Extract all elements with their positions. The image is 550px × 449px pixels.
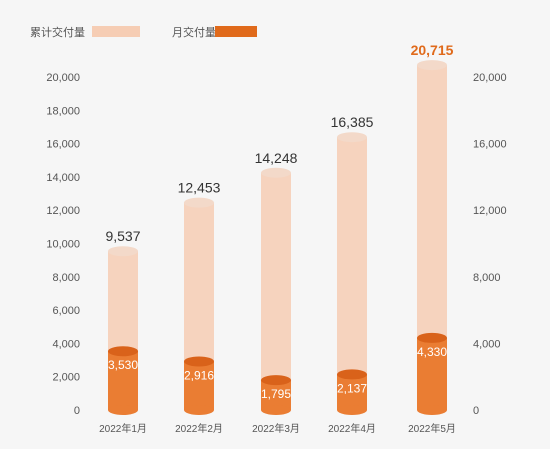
x-tick-label: 2022年4月 <box>328 422 376 435</box>
left-axis: 0 2,000 4,000 6,000 8,000 10,000 12,000 14,000 1… <box>46 72 80 417</box>
bars: 9,537 3,530 12,453 2,916 14,248 1,795 16,385 2,… <box>105 42 454 415</box>
y-tick-label: 6,000 <box>52 305 80 317</box>
cumulative-bar-top <box>184 197 214 208</box>
cumulative-bar-top <box>261 167 291 178</box>
legend: 累计交付量 月交付量 <box>30 25 257 39</box>
monthly-data-label: 4,330 <box>417 345 447 359</box>
legend-cumulative-swatch <box>92 26 140 37</box>
cumulative-data-label: 9,537 <box>105 228 140 244</box>
monthly-data-label: 1,795 <box>261 387 291 401</box>
monthly-bar <box>108 351 138 410</box>
x-axis: 2022年1月 2022年2月 2022年3月 2022年4月 2022年5月 <box>99 422 456 435</box>
cumulative-data-label: 16,385 <box>331 114 374 130</box>
monthly-data-label: 2,137 <box>337 381 367 395</box>
x-tick-label: 2022年2月 <box>175 422 223 435</box>
right-y-tick-label: 0 <box>473 405 479 417</box>
y-tick-label: 18,000 <box>46 105 80 117</box>
monthly-data-label: 2,916 <box>184 368 214 382</box>
monthly-bar-top <box>108 346 138 357</box>
cumulative-bar <box>261 172 291 410</box>
cumulative-bar-top <box>417 60 447 71</box>
monthly-bar-base <box>184 405 214 415</box>
right-axis: 0 4,000 8,000 12,000 16,000 20,000 <box>473 72 507 417</box>
y-tick-label: 0 <box>74 405 80 417</box>
y-tick-label: 14,000 <box>46 172 80 184</box>
cumulative-bar-top <box>337 132 367 143</box>
cumulative-data-label: 12,453 <box>178 180 221 196</box>
right-y-tick-label: 12,000 <box>473 205 507 217</box>
legend-cumulative-label: 累计交付量 <box>30 25 85 39</box>
y-tick-label: 16,000 <box>46 139 80 151</box>
legend-monthly-label: 月交付量 <box>172 25 216 39</box>
y-tick-label: 10,000 <box>46 239 80 251</box>
right-y-tick-label: 8,000 <box>473 272 501 284</box>
monthly-bar-base <box>261 405 291 415</box>
right-y-tick-label: 16,000 <box>473 139 507 151</box>
y-tick-label: 8,000 <box>52 272 80 284</box>
y-tick-label: 4,000 <box>52 338 80 350</box>
monthly-bar-top <box>417 332 447 343</box>
right-y-tick-label: 20,000 <box>473 72 507 84</box>
x-tick-label: 2022年5月 <box>408 422 456 435</box>
monthly-bar-top <box>184 356 214 367</box>
monthly-bar-top <box>261 375 291 386</box>
x-tick-label: 2022年1月 <box>99 422 147 435</box>
monthly-bar-base <box>417 405 447 415</box>
cumulative-data-label: 20,715 <box>411 42 454 58</box>
monthly-bar <box>184 361 214 410</box>
cumulative-bar-top <box>108 246 138 257</box>
monthly-data-label: 3,530 <box>108 358 138 372</box>
legend-monthly-swatch <box>215 26 257 37</box>
cumulative-data-label: 14,248 <box>255 150 298 166</box>
y-tick-label: 20,000 <box>46 72 80 84</box>
cumulative-bar <box>337 137 367 410</box>
monthly-bar <box>337 374 367 410</box>
monthly-bar-base <box>337 405 367 415</box>
x-tick-label: 2022年3月 <box>252 422 300 435</box>
right-y-tick-label: 4,000 <box>473 338 501 350</box>
monthly-bar-base <box>108 405 138 415</box>
y-tick-label: 12,000 <box>46 205 80 217</box>
monthly-bar <box>417 337 447 410</box>
y-tick-label: 2,000 <box>52 372 80 384</box>
monthly-bar-top <box>337 369 367 380</box>
